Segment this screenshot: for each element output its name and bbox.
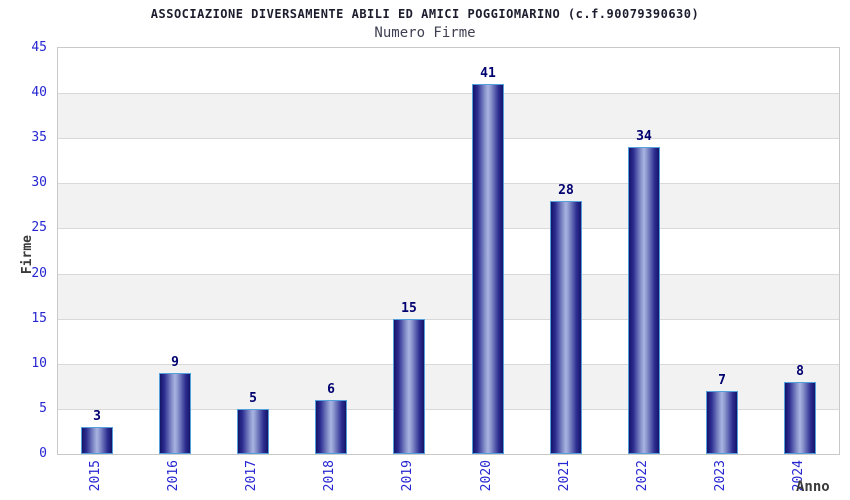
x-tick-label: 2020: [479, 460, 494, 495]
chart-subtitle: Numero Firme: [374, 25, 476, 41]
y-tick-label: 15: [31, 311, 47, 326]
chart-title: ASSOCIAZIONE DIVERSAMENTE ABILI ED AMICI…: [150, 7, 700, 21]
x-tick-label-text: 2021: [557, 460, 572, 492]
gridline: [58, 183, 839, 184]
bar-2020: [472, 84, 504, 454]
plot-band-gray: [58, 93, 839, 139]
x-tick-label: 2023: [713, 460, 728, 495]
plot-band-gray: [58, 273, 839, 319]
gridline: [58, 409, 839, 410]
bar-value-label: 34: [636, 129, 652, 144]
bar-2015: [81, 427, 113, 454]
x-tick-label: 2015: [88, 460, 103, 495]
x-axis-label: Anno: [796, 479, 830, 495]
y-tick-label: 30: [31, 175, 47, 190]
bar-value-label: 7: [718, 373, 726, 388]
bar-2023: [706, 391, 738, 454]
y-tick-label: 45: [31, 40, 47, 55]
x-tick-label-text: 2018: [322, 460, 337, 492]
y-tick-label: 20: [31, 266, 47, 281]
x-tick-label-text: 2015: [88, 460, 103, 492]
gridline: [58, 228, 839, 229]
x-tick-label-text: 2016: [166, 460, 181, 492]
gridline: [58, 364, 839, 365]
y-tick-label: 25: [31, 220, 47, 235]
x-tick-label-text: 2022: [635, 460, 650, 492]
gridline: [58, 319, 839, 320]
bar-value-label: 3: [93, 409, 101, 424]
x-tick-label: 2017: [244, 460, 259, 495]
gridline: [58, 274, 839, 275]
y-tick-label: 10: [31, 356, 47, 371]
x-tick-label-text: 2017: [244, 460, 259, 492]
x-tick-label: 2021: [557, 460, 572, 495]
bar-value-label: 15: [401, 301, 417, 316]
gridline: [58, 138, 839, 139]
x-tick-label-text: 2019: [400, 460, 415, 492]
y-tick-label: 35: [31, 130, 47, 145]
bar-2022: [628, 147, 660, 454]
x-tick-label-text: 2020: [479, 460, 494, 492]
bar-value-label: 9: [171, 355, 179, 370]
x-tick-label-text: 2023: [713, 460, 728, 492]
bar-2017: [237, 409, 269, 454]
bar-value-label: 41: [480, 66, 496, 81]
bar-2016: [159, 373, 191, 454]
x-tick-label: 2022: [635, 460, 650, 495]
bar-value-label: 28: [558, 183, 574, 198]
plot-band-gray: [58, 183, 839, 229]
y-tick-label: 40: [31, 85, 47, 100]
bar-2021: [550, 201, 582, 454]
x-tick-label: 2016: [166, 460, 181, 495]
gridline: [58, 93, 839, 94]
y-tick-label: 0: [39, 446, 47, 461]
x-tick-label: 2018: [322, 460, 337, 495]
bar-2019: [393, 319, 425, 454]
bar-2018: [315, 400, 347, 454]
x-tick-label: 2019: [400, 460, 415, 495]
plot-area: 3 9 5 6 15 41 28 34 7 8: [57, 47, 840, 455]
bar-2024: [784, 382, 816, 454]
bar-value-label: 8: [796, 364, 804, 379]
bar-value-label: 6: [327, 382, 335, 397]
bar-value-label: 5: [249, 391, 257, 406]
y-tick-label: 5: [39, 401, 47, 416]
